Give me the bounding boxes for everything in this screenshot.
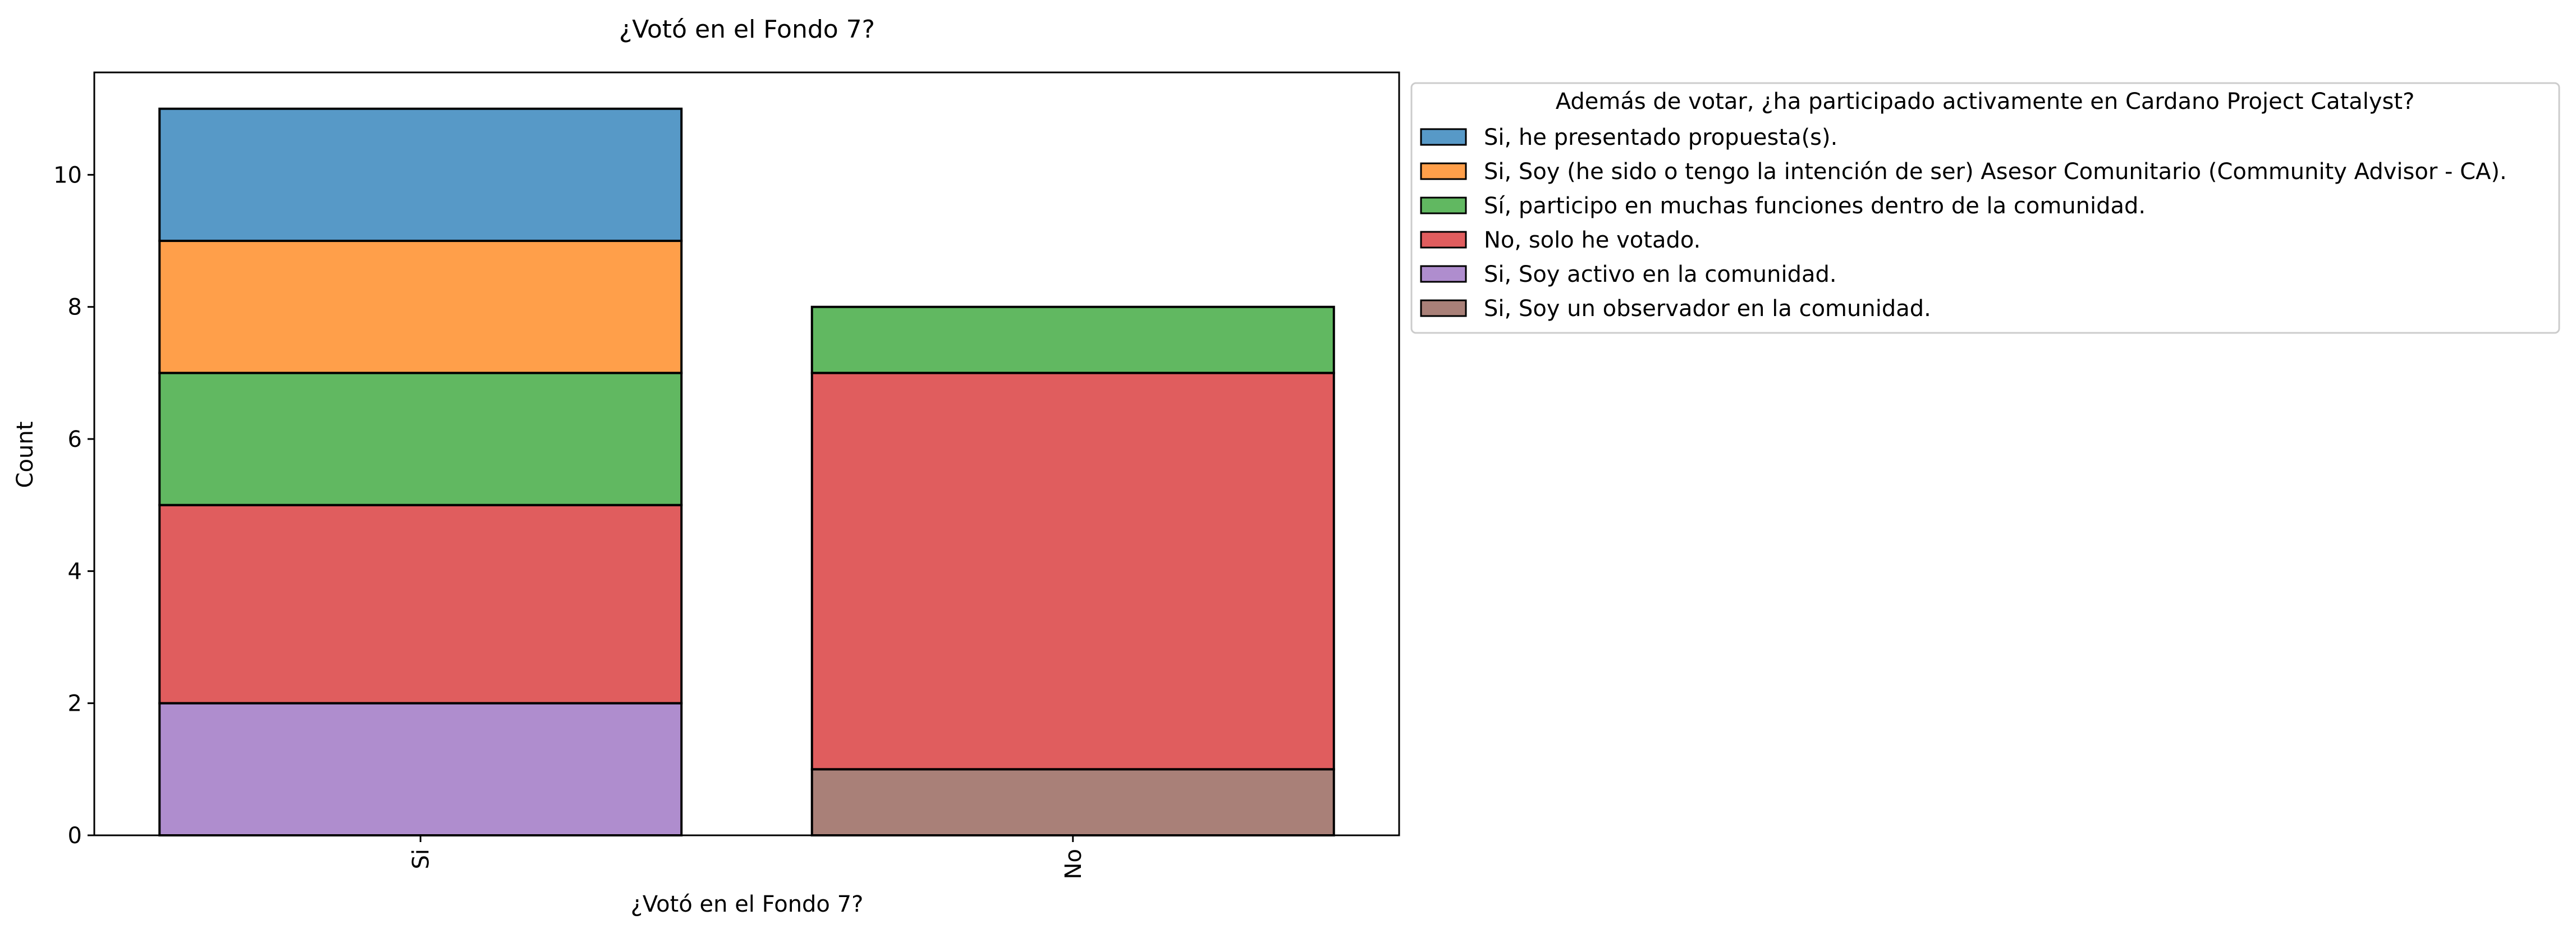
plot-area xyxy=(93,71,1400,836)
bar-segment-si-0 xyxy=(158,107,683,243)
bar-segment-si-1 xyxy=(158,240,683,374)
bar-segment-si-4 xyxy=(158,702,683,836)
legend-swatch-4 xyxy=(1420,265,1467,283)
y-tick-label: 4 xyxy=(68,559,82,584)
bar-segment-si-2 xyxy=(158,372,683,506)
x-tick-label-si: Si xyxy=(408,849,434,870)
y-tick-label: 2 xyxy=(68,691,82,717)
legend-entries: Si, he presentado propuesta(s). Si, Soy (… xyxy=(1420,125,2507,322)
y-axis-label: Count xyxy=(12,422,38,488)
legend-label-5: Si, Soy un observador en la comunidad. xyxy=(1484,296,1931,322)
legend-title: Además de votar, ¿ha participado activam… xyxy=(1556,89,2415,115)
bar-segment-no-5 xyxy=(810,768,1335,836)
legend-swatch-3 xyxy=(1420,231,1467,249)
legend-label-0: Si, he presentado propuesta(s). xyxy=(1484,125,1837,150)
chart-title: ¿Votó en el Fondo 7? xyxy=(619,15,875,44)
legend-label-4: Si, Soy activo en la comunidad. xyxy=(1484,262,1837,287)
legend-label-2: Sí, participo en muchas funciones dentro… xyxy=(1484,193,2146,219)
legend-swatch-0 xyxy=(1420,128,1467,146)
y-tick-label: 6 xyxy=(68,427,82,452)
y-tick-label: 10 xyxy=(53,162,82,188)
legend-label-3: No, solo he votado. xyxy=(1484,227,1700,253)
legend-label-1: Si, Soy (he sido o tengo la intención de… xyxy=(1484,159,2507,185)
legend-frame xyxy=(1410,82,2560,334)
legend-swatch-5 xyxy=(1420,299,1467,317)
bar-segment-no-3 xyxy=(810,372,1335,771)
y-axis: 0 2 4 6 8 10 xyxy=(53,162,94,849)
y-tick-label: 8 xyxy=(68,295,82,321)
x-axis: Si No xyxy=(408,835,1087,879)
axes-frame xyxy=(93,71,1400,836)
bar-segment-no-2 xyxy=(810,305,1335,374)
legend-swatch-2 xyxy=(1420,196,1467,214)
y-tick-label: 0 xyxy=(68,823,82,849)
bar-segment-si-3 xyxy=(158,504,683,705)
legend: Además de votar, ¿ha participado activam… xyxy=(1410,82,2560,334)
legend-swatch-1 xyxy=(1420,162,1467,180)
x-tick-label-no: No xyxy=(1061,849,1087,879)
x-axis-label: ¿Votó en el Fondo 7? xyxy=(631,891,864,917)
